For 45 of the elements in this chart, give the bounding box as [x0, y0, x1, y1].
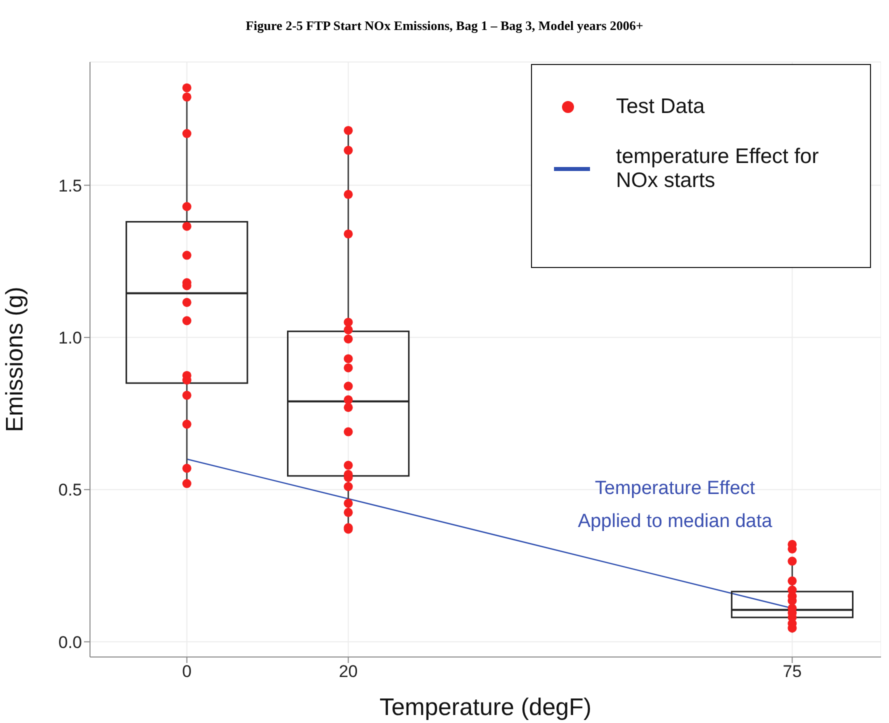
- point: [344, 229, 353, 238]
- point: [344, 354, 353, 364]
- x-tick-label: 75: [782, 662, 802, 682]
- point: [344, 427, 353, 436]
- point: [344, 482, 353, 492]
- legend-label: Test Data: [616, 95, 706, 119]
- point: [182, 316, 192, 326]
- point: [344, 498, 353, 508]
- point: [344, 190, 353, 199]
- x-tick-label: 20: [338, 662, 358, 682]
- point: [182, 92, 192, 102]
- point: [182, 479, 192, 488]
- point: [182, 202, 192, 212]
- point: [344, 126, 353, 135]
- y-tick-label: 1.0: [58, 328, 82, 348]
- point: [182, 464, 192, 473]
- annotation: Temperature Effect: [594, 478, 756, 500]
- point: [344, 318, 353, 327]
- y-tick-label: 1.5: [58, 176, 82, 196]
- y-tick-label: 0.5: [58, 480, 82, 500]
- point: [344, 508, 353, 517]
- annotation: Applied to median data: [576, 511, 774, 533]
- point: [182, 420, 192, 429]
- point: [182, 222, 192, 231]
- y-tick-label: 0.0: [58, 632, 82, 652]
- chart-title: Figure 2-5 FTP Start NOx Emissions, Bag 1 – Bag 3, Model years 2006+: [244, 18, 644, 34]
- point: [182, 83, 192, 92]
- point: [182, 250, 192, 260]
- point: [788, 556, 797, 566]
- point: [344, 382, 353, 391]
- point: [182, 129, 192, 138]
- point: [344, 460, 353, 470]
- x-axis-title: Temperature (degF): [379, 694, 592, 721]
- x-tick-label: 0: [182, 662, 192, 682]
- point: [344, 325, 353, 334]
- point: [788, 576, 797, 586]
- point: [344, 395, 353, 404]
- legend-label: temperature Effect for NOx starts: [616, 145, 820, 193]
- point: [344, 402, 353, 412]
- point: [344, 334, 353, 344]
- point: [182, 390, 192, 400]
- point: [344, 146, 353, 155]
- point: [182, 298, 192, 307]
- y-axis-title: Emissions (g): [2, 286, 29, 432]
- point: [344, 363, 353, 372]
